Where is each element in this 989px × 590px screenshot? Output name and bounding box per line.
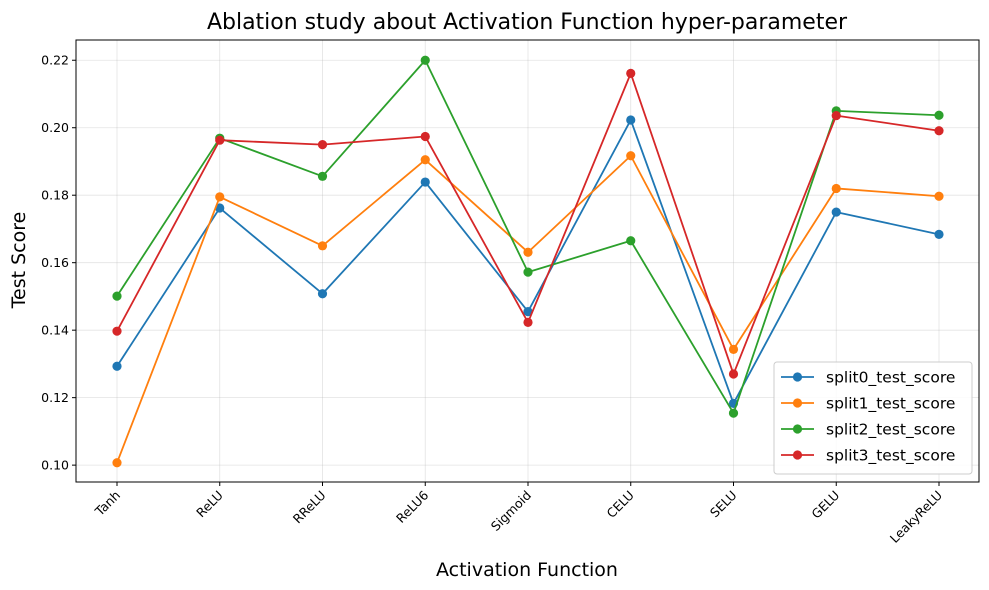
data-point xyxy=(215,135,225,145)
data-point xyxy=(317,241,328,251)
legend-label: split0_test_score xyxy=(826,369,955,388)
legend-label: split1_test_score xyxy=(826,395,955,414)
data-point xyxy=(934,110,944,120)
x-tick-label: SELU xyxy=(707,488,740,521)
y-tick-label: 0.20 xyxy=(41,120,69,135)
data-point xyxy=(831,183,841,194)
legend-item: split3_test_score xyxy=(781,447,955,466)
data-point xyxy=(420,55,430,65)
y-tick-label: 0.16 xyxy=(41,255,69,270)
x-axis-ticks: Tanh ReLU RReLU ReLU6 Sigmoid CELU SELU GELU Lea… xyxy=(91,482,945,546)
data-point xyxy=(112,291,122,301)
data-point xyxy=(112,361,122,371)
legend-label: split3_test_score xyxy=(826,447,955,466)
data-point xyxy=(523,307,533,317)
data-point xyxy=(626,236,636,246)
x-tick-label: LeakyReLU xyxy=(887,488,945,546)
data-point xyxy=(112,326,122,336)
y-tick-label: 0.18 xyxy=(41,188,69,203)
x-tick-label: GELU xyxy=(808,488,842,522)
legend-item: split0_test_score xyxy=(781,369,955,388)
legend-marker xyxy=(792,372,803,382)
legend-marker xyxy=(792,398,803,408)
chart-title: Ablation study about Activation Function… xyxy=(207,10,848,35)
data-point xyxy=(831,207,841,217)
data-point xyxy=(831,110,841,121)
data-point xyxy=(728,408,739,418)
data-point xyxy=(523,247,533,257)
data-point xyxy=(112,458,122,468)
legend-item: split2_test_score xyxy=(781,421,955,440)
y-axis-ticks: 0.10 0.12 0.14 0.16 0.18 0.20 0.22 xyxy=(41,53,76,473)
data-point xyxy=(420,177,430,187)
data-point xyxy=(934,229,944,239)
y-axis-label: Test Score xyxy=(8,212,30,310)
legend-marker xyxy=(792,424,803,434)
legend-item: split1_test_score xyxy=(781,395,955,414)
x-tick-label: Sigmoid xyxy=(488,488,534,534)
data-point xyxy=(317,289,328,299)
x-tick-label: ReLU xyxy=(193,488,226,521)
data-point xyxy=(420,155,430,165)
legend: split0_test_score split1_test_score split2… xyxy=(773,361,973,475)
data-point xyxy=(215,192,225,202)
data-point xyxy=(523,267,533,277)
legend-box xyxy=(773,361,973,475)
legend-marker xyxy=(792,450,803,460)
data-point xyxy=(934,126,944,136)
legend-label: split2_test_score xyxy=(826,421,955,440)
x-tick-label: ReLU6 xyxy=(393,487,431,525)
series-split3_test_score xyxy=(112,68,944,379)
grid-lines xyxy=(76,40,979,482)
data-point xyxy=(728,369,739,379)
data-point xyxy=(626,68,636,79)
series-layer xyxy=(112,55,944,468)
x-tick-label: RReLU xyxy=(290,488,329,527)
series-split1_test_score xyxy=(112,151,944,468)
data-point xyxy=(317,139,328,150)
series-split0_test_score xyxy=(112,115,944,408)
data-point xyxy=(934,191,944,201)
data-point xyxy=(317,171,328,181)
data-point xyxy=(420,131,430,142)
data-point xyxy=(626,151,636,161)
data-point xyxy=(626,115,636,125)
x-tick-label: Tanh xyxy=(91,488,123,520)
data-point xyxy=(728,344,739,354)
y-tick-label: 0.22 xyxy=(41,53,69,68)
y-tick-label: 0.12 xyxy=(41,390,69,405)
x-tick-label: CELU xyxy=(604,488,637,521)
y-tick-label: 0.10 xyxy=(41,458,69,473)
y-tick-label: 0.14 xyxy=(41,323,69,338)
data-point xyxy=(215,203,225,213)
data-point xyxy=(523,317,533,328)
x-axis-label: Activation Function xyxy=(436,559,618,581)
